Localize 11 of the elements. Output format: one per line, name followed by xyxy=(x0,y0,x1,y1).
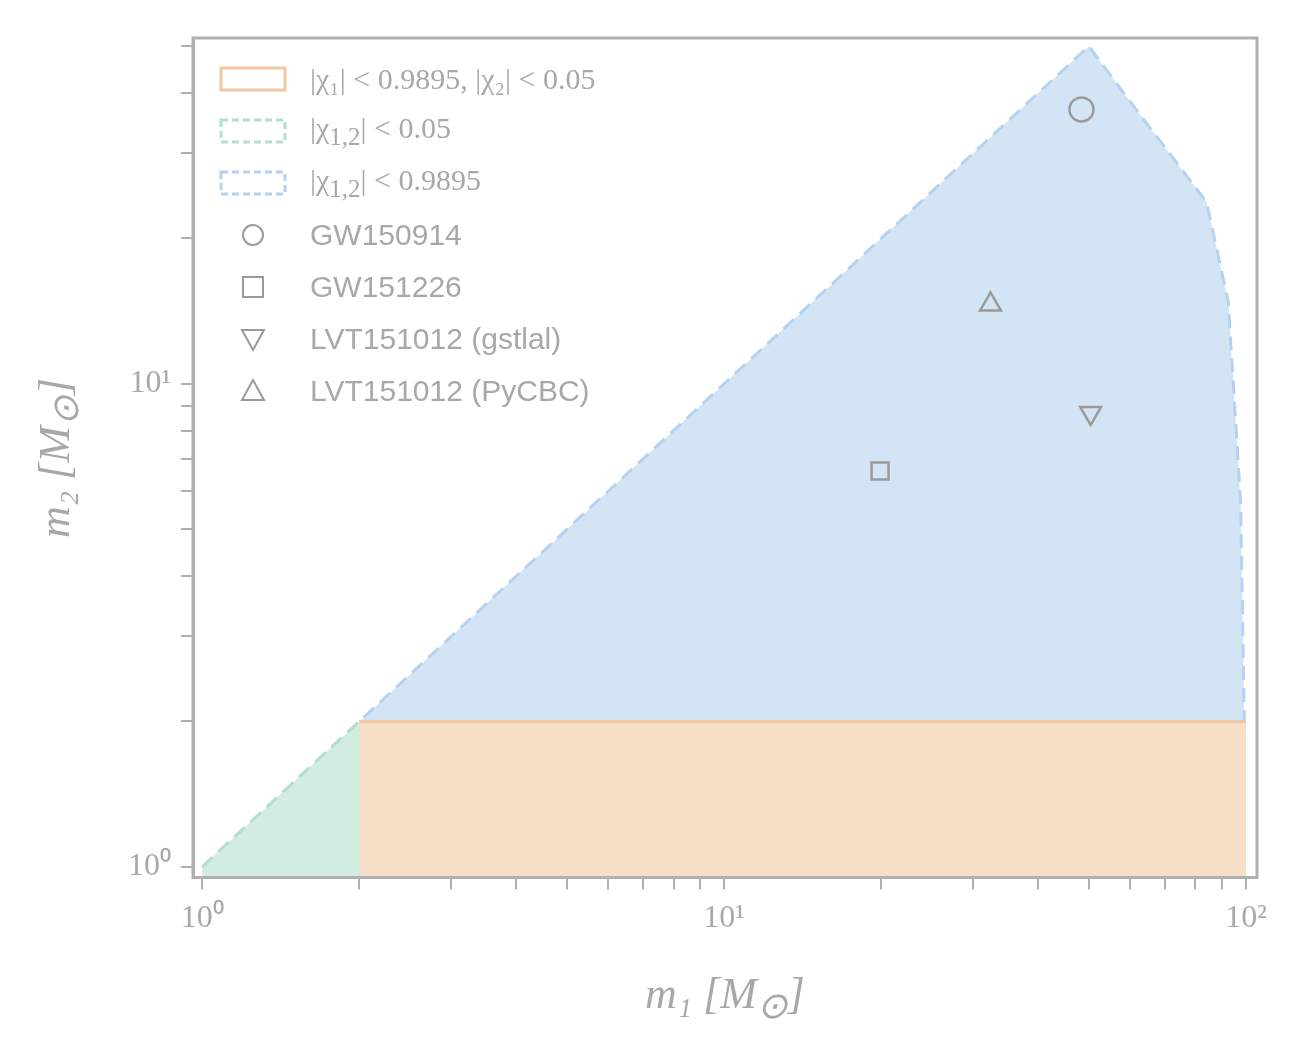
legend-label: |χ$_{1,2}$| < 0.9895 xyxy=(310,163,482,203)
legend-label: |χ₁| < 0.9895, |χ₂| < 0.05 xyxy=(310,62,596,96)
legend-label: LVT151012 (PyCBC) xyxy=(310,374,590,408)
legend-label: LVT151012 (gstlal) xyxy=(310,322,562,356)
legend-label: GW151226 xyxy=(310,270,462,304)
x-tick-label: 10¹ xyxy=(703,898,745,935)
legend-label: GW150914 xyxy=(310,218,462,252)
legend-label: |χ$_{1,2}$| < 0.05 xyxy=(310,111,452,151)
x-axis-title: m₁ [M$_{⊙}$] xyxy=(645,967,805,1027)
x-tick-label: 10² xyxy=(1225,898,1267,935)
x-tick-label: 10⁰ xyxy=(180,898,224,935)
